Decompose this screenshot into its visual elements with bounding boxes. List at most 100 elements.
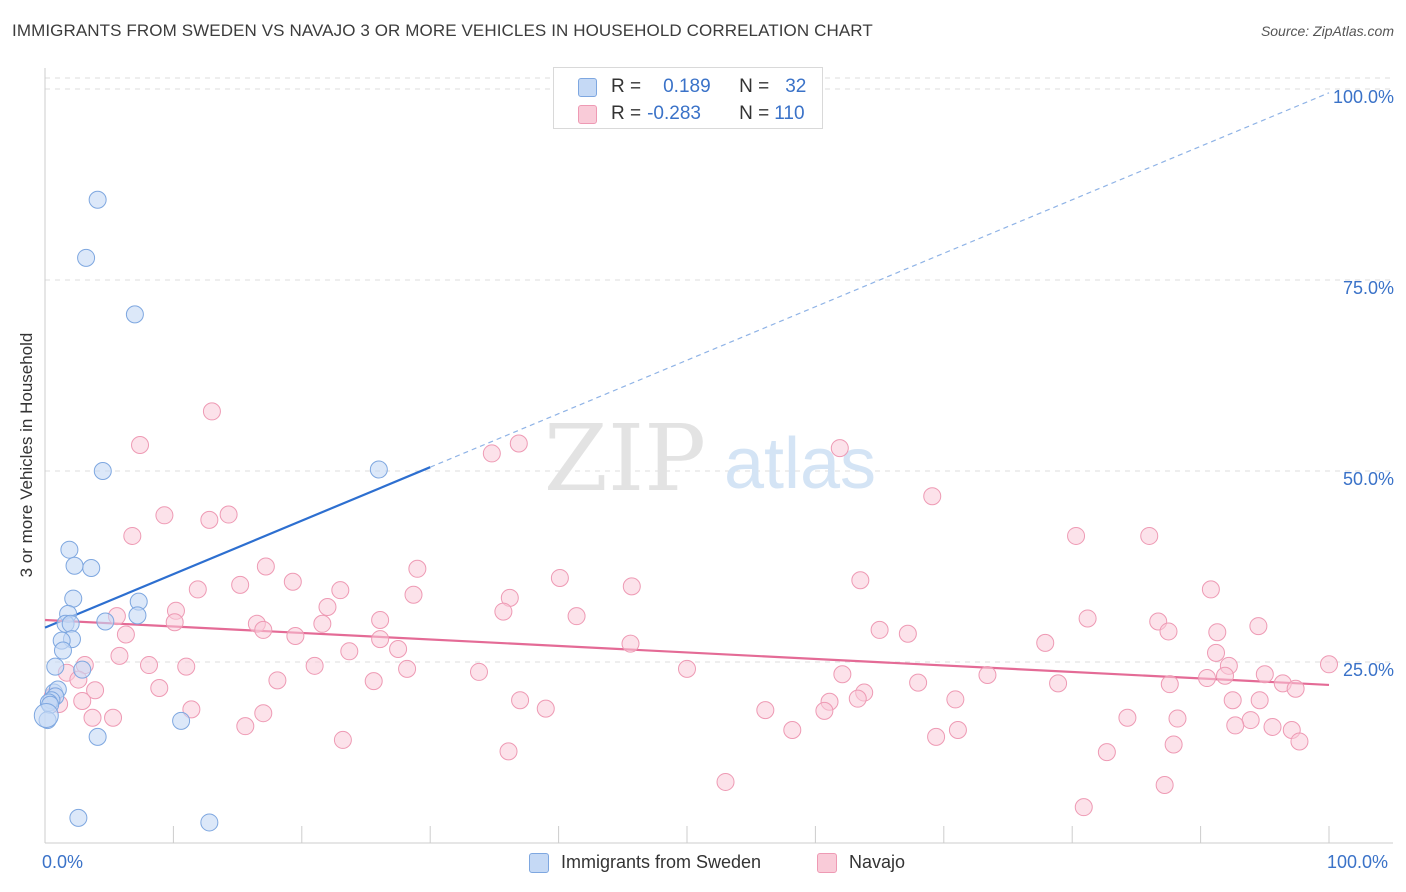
n-value: 110 bbox=[774, 103, 805, 124]
point-navajo bbox=[550, 568, 569, 587]
point-navajo bbox=[123, 526, 142, 545]
point-navajo bbox=[1198, 669, 1217, 688]
legend-item-sweden: Immigrants from Sweden bbox=[529, 852, 761, 873]
point-navajo bbox=[231, 575, 250, 594]
point-navajo bbox=[177, 657, 196, 676]
n-label: N = bbox=[739, 76, 770, 97]
point-navajo bbox=[254, 704, 273, 723]
point-sweden bbox=[128, 606, 147, 625]
point-navajo bbox=[398, 659, 417, 678]
point-navajo bbox=[371, 630, 390, 649]
point-navajo bbox=[104, 708, 123, 727]
point-navajo bbox=[404, 585, 423, 604]
y-axis-label: 3 or more Vehicles in Household bbox=[17, 332, 36, 578]
point-sweden bbox=[77, 248, 96, 267]
legend-item-navajo: Navajo bbox=[817, 852, 905, 873]
point-navajo bbox=[305, 656, 324, 675]
point-sweden bbox=[64, 589, 83, 608]
point-navajo bbox=[131, 436, 150, 455]
point-navajo bbox=[1097, 743, 1116, 762]
point-navajo bbox=[331, 581, 350, 600]
point-navajo bbox=[482, 444, 501, 463]
points-navajo bbox=[43, 402, 1338, 817]
point-sweden bbox=[200, 813, 219, 832]
point-navajo bbox=[165, 613, 184, 632]
y-tick-label: 25.0% bbox=[1342, 660, 1394, 680]
point-navajo bbox=[182, 700, 201, 719]
legend-swatch-sweden bbox=[578, 77, 597, 97]
point-sweden bbox=[33, 702, 59, 728]
point-sweden bbox=[93, 462, 112, 480]
point-sweden bbox=[125, 305, 144, 324]
point-navajo bbox=[509, 434, 528, 453]
point-navajo bbox=[1226, 716, 1245, 735]
point-navajo bbox=[389, 640, 408, 659]
point-navajo bbox=[948, 720, 967, 739]
point-navajo bbox=[870, 620, 889, 639]
points-sweden bbox=[33, 190, 388, 832]
point-navajo bbox=[1290, 732, 1309, 751]
point-navajo bbox=[1155, 776, 1174, 795]
series-legend: Immigrants from Sweden Navajo bbox=[0, 852, 1406, 878]
point-navajo bbox=[1241, 711, 1260, 730]
watermark-zip: ZIP bbox=[544, 405, 706, 512]
point-navajo bbox=[716, 772, 735, 791]
point-navajo bbox=[815, 701, 834, 720]
point-sweden bbox=[61, 614, 80, 633]
point-sweden bbox=[82, 559, 101, 578]
source-credit: Source: ZipAtlas.com bbox=[1260, 23, 1394, 39]
point-navajo bbox=[155, 506, 174, 525]
point-navajo bbox=[83, 708, 102, 727]
legend-swatch-sweden bbox=[529, 852, 549, 873]
y-tick-label: 75.0% bbox=[1342, 278, 1394, 298]
legend-swatch-navajo bbox=[578, 104, 597, 124]
point-navajo bbox=[1250, 691, 1269, 710]
point-navajo bbox=[898, 624, 917, 643]
point-navajo bbox=[1168, 709, 1187, 728]
point-navajo bbox=[219, 505, 238, 524]
point-navajo bbox=[110, 646, 129, 665]
point-navajo bbox=[1164, 735, 1183, 754]
point-navajo bbox=[313, 614, 332, 633]
point-navajo bbox=[923, 487, 942, 506]
point-navajo bbox=[1160, 675, 1179, 694]
point-navajo bbox=[1074, 798, 1093, 817]
point-sweden bbox=[172, 711, 191, 730]
point-sweden bbox=[65, 556, 84, 575]
watermark: ZIP atlas bbox=[544, 405, 876, 512]
watermark-atlas: atlas bbox=[724, 424, 876, 504]
point-navajo bbox=[1140, 526, 1159, 545]
point-sweden bbox=[369, 460, 388, 479]
point-navajo bbox=[927, 727, 946, 746]
legend-label-navajo: Navajo bbox=[849, 852, 906, 872]
point-navajo bbox=[202, 402, 221, 421]
point-navajo bbox=[340, 642, 359, 661]
point-navajo bbox=[1249, 617, 1268, 636]
point-navajo bbox=[978, 665, 997, 684]
point-navajo bbox=[567, 607, 586, 626]
point-navajo bbox=[236, 717, 255, 736]
point-navajo bbox=[1223, 691, 1242, 710]
point-navajo bbox=[140, 656, 159, 675]
point-navajo bbox=[946, 690, 965, 709]
r-label: R = bbox=[611, 103, 642, 124]
point-navajo bbox=[1208, 623, 1227, 642]
point-navajo bbox=[150, 678, 169, 697]
x-tick-label: 100.0% bbox=[1327, 852, 1389, 872]
r-value: 0.189 bbox=[663, 76, 711, 97]
point-navajo bbox=[678, 659, 696, 678]
chart-title: IMMIGRANTS FROM SWEDEN VS NAVAJO 3 OR MO… bbox=[12, 21, 873, 40]
point-navajo bbox=[511, 691, 530, 710]
point-navajo bbox=[364, 672, 383, 691]
point-navajo bbox=[1207, 643, 1226, 662]
trend-line-sweden-projection bbox=[429, 92, 1330, 468]
legend-row-sweden: R = 0.189 N = 32 bbox=[578, 75, 806, 99]
point-navajo bbox=[86, 681, 105, 700]
point-navajo bbox=[116, 625, 135, 644]
point-sweden bbox=[69, 808, 88, 827]
point-navajo bbox=[494, 602, 513, 621]
point-navajo bbox=[1118, 708, 1137, 727]
correlation-legend: R = 0.189 N = 32 R = -0.283 N = 110 bbox=[553, 67, 823, 129]
point-navajo bbox=[848, 689, 867, 708]
